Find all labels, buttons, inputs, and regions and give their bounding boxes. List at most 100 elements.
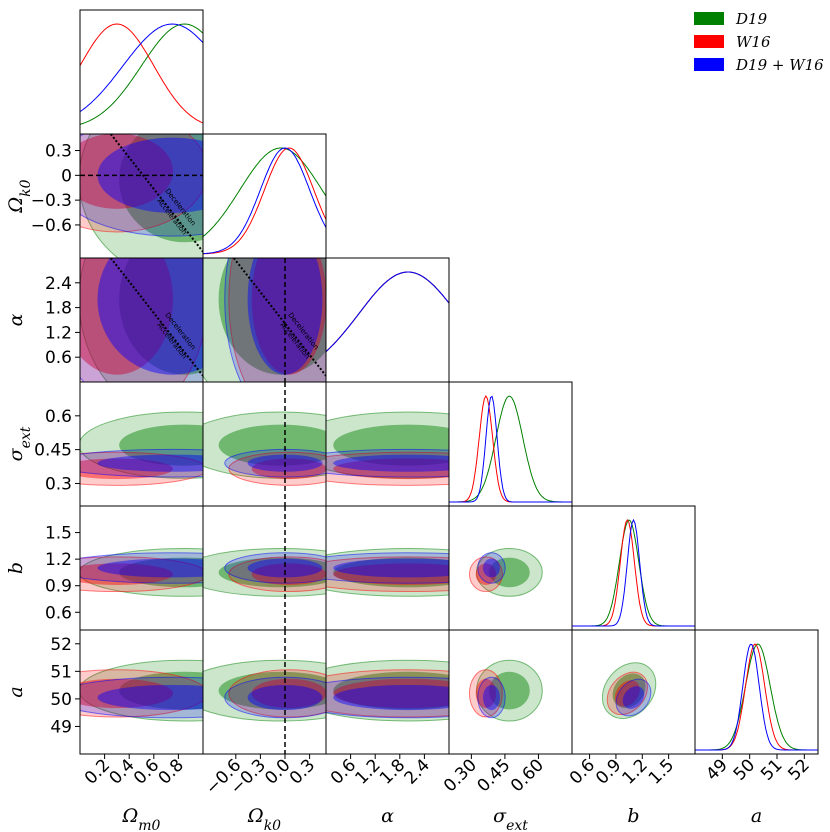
contour-95-D19 (203, 659, 326, 722)
panel-content (203, 630, 326, 754)
panel-alpha-a: 0.61.21.82.4α (325, 629, 450, 827)
y-tick-label: 0 (61, 166, 72, 186)
y-axis-label-sigma: σext (5, 426, 34, 461)
contour-68-W16 (333, 563, 449, 585)
contour-68-D19 (119, 134, 203, 243)
x-tick-label: 0.3 (286, 755, 319, 788)
panel-content (80, 258, 203, 382)
legend-swatch-W16 (694, 35, 724, 48)
y-tick-label: 1.2 (45, 550, 72, 570)
panel-content (326, 659, 449, 722)
panel-Ok-b (202, 505, 327, 631)
deceleration-boundary-line (232, 258, 326, 377)
panels-layer: DecelerationAcceleration0.30−0.3−0.6Ωk0D… (5, 9, 819, 832)
marginal-curve-W16 (80, 23, 203, 124)
contour-95-W16 (80, 669, 203, 718)
x-tick-label: 2.4 (401, 755, 434, 788)
contour-68-D19 (333, 424, 449, 466)
contour-95-D19 (326, 548, 449, 597)
x-axis-label-b: b (627, 805, 639, 827)
contour-68-W16 (614, 680, 640, 707)
panel-content (203, 258, 326, 382)
panel-content (449, 394, 572, 503)
x-axis-label-Ok: Ωk0 (247, 805, 281, 832)
y-tick-label: 0.6 (45, 348, 72, 368)
panel-content (203, 506, 326, 630)
contour-68-W16 (80, 134, 173, 209)
contour-68-D19 (218, 671, 326, 710)
panel-b-b (571, 505, 696, 631)
contour-95-D19+W16 (80, 676, 203, 719)
contour-95-D19+W16 (80, 258, 203, 382)
panel-alpha-b (325, 505, 450, 631)
contour-68-W16 (80, 563, 173, 585)
contour-68-W16 (80, 258, 173, 375)
contour-68-D19+W16 (333, 684, 449, 711)
contour-95-W16 (326, 669, 449, 718)
contour-68-D19 (218, 258, 326, 375)
panel-alpha-sigma (325, 381, 450, 507)
marginal-curve-W16 (326, 271, 449, 352)
legend: D19 W16 D19 + W16 (694, 10, 824, 74)
marginal-curve-W16 (449, 394, 572, 503)
marginal-curve-D19 (80, 23, 203, 125)
contour-95-D19 (80, 411, 203, 479)
contour-68-W16 (251, 678, 326, 709)
contour-95-D19+W16 (80, 448, 203, 478)
contour-95-D19+W16 (80, 134, 203, 237)
panel-content (80, 23, 203, 125)
panel-frame (448, 381, 573, 507)
contour-95-D19+W16 (224, 676, 326, 719)
contour-95-D19+W16 (326, 676, 449, 719)
y-tick-label: 0.6 (45, 407, 72, 427)
deceleration-boundary-line (109, 134, 203, 253)
y-tick-label: −0.3 (31, 191, 72, 211)
contour-95-D19 (326, 411, 449, 479)
panel-content (203, 147, 326, 255)
contour-95-D19+W16 (224, 258, 326, 382)
contour-68-W16 (475, 563, 497, 585)
contour-68-W16 (475, 678, 497, 709)
contour-95-D19 (476, 659, 543, 722)
y-axis-label-b: b (5, 562, 27, 574)
y-tick-label: 50 (50, 690, 72, 710)
y-tick-label: −0.6 (31, 216, 72, 236)
contour-68-D19 (119, 424, 203, 466)
contour-68-W16 (333, 458, 449, 480)
y-axis-label-alpha: α (5, 313, 27, 326)
x-tick-label: 0.60 (507, 755, 548, 796)
x-tick-label: 49 (702, 755, 731, 784)
x-axis-label-a: a (751, 805, 762, 827)
panel-content (601, 662, 657, 719)
contour-95-D19+W16 (477, 676, 506, 719)
x-axis-label-Om: Ωm0 (122, 805, 161, 832)
y-tick-label: 52 (50, 635, 72, 655)
marginal-curve-D19+W16 (449, 395, 572, 503)
contour-95-D19 (80, 134, 203, 258)
contour-68-D19+W16 (97, 137, 203, 214)
panel-sigma-b (448, 505, 573, 631)
contour-68-W16 (251, 458, 326, 480)
x-tick-label: 0.45 (474, 755, 515, 796)
contour-95-D19+W16 (326, 448, 449, 478)
contour-68-D19+W16 (97, 558, 203, 578)
panel-content (326, 411, 449, 486)
x-tick-label: 52 (784, 755, 813, 784)
y-tick-label: 51 (50, 662, 72, 682)
x-tick-label: 51 (757, 755, 786, 784)
panel-content (80, 659, 203, 722)
panel-content (80, 411, 203, 486)
contour-95-D19 (203, 548, 326, 597)
panel-content (80, 134, 203, 258)
contour-68-D19 (612, 673, 646, 708)
legend-swatch-D19+W16 (694, 58, 724, 71)
y-tick-label: 0.3 (45, 474, 72, 494)
x-tick-label: 0.8 (155, 755, 188, 788)
panel-content (572, 518, 695, 627)
panel-content (468, 659, 543, 722)
contour-68-W16 (333, 678, 449, 709)
panel-content (326, 271, 449, 352)
panel-Om-b: 1.5 1.2 0.9 0.6 b (5, 505, 204, 631)
contour-68-D19 (119, 258, 203, 375)
